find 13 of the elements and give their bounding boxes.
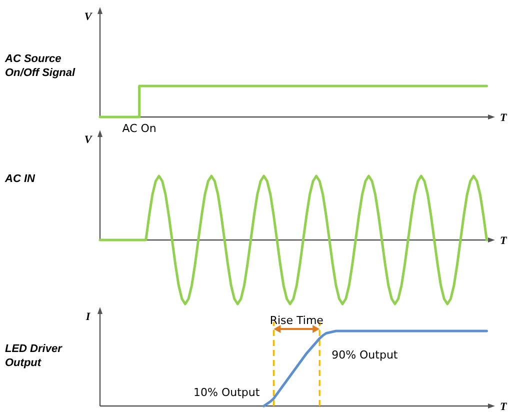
x-axis-title: T	[500, 112, 508, 124]
y-axis-title: V	[84, 134, 94, 146]
text: AC On	[122, 122, 156, 135]
chart-title: AC Source On/Off Signal	[4, 53, 76, 79]
chart-title: AC IN	[4, 173, 36, 185]
text: Rise Time	[270, 314, 324, 327]
y-axis-title: I	[84, 311, 91, 323]
text: LED Driver Output	[5, 343, 63, 369]
x-axis-title: T	[500, 401, 508, 412]
y-axis-title: V	[84, 11, 94, 23]
annotation: 90% Output	[332, 348, 398, 362]
annotation: 10% Output	[194, 386, 260, 399]
x-axis-title: T	[500, 235, 508, 247]
